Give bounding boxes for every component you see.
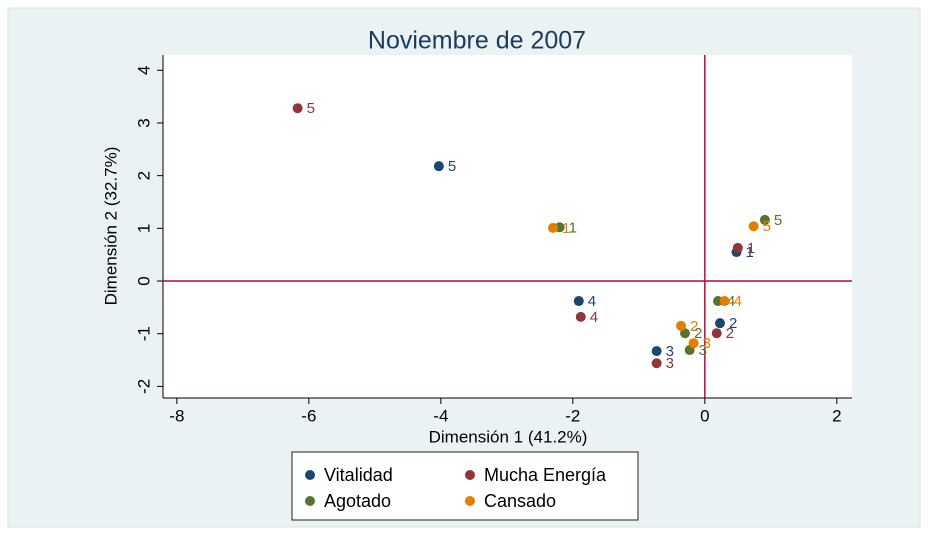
x-tick-label: -2 (565, 406, 580, 425)
point (548, 222, 559, 233)
point-label: 3 (703, 335, 711, 352)
legend-label: Vitalidad (324, 465, 393, 485)
point-label: 1 (747, 240, 755, 257)
point (651, 346, 662, 357)
point (715, 318, 726, 329)
y-tick-label: 2 (134, 171, 153, 180)
y-tick-label: -1 (134, 326, 153, 341)
point (711, 328, 722, 339)
point (759, 214, 770, 225)
point-label: 5 (307, 100, 315, 117)
point (748, 221, 759, 232)
point-label: 5 (763, 218, 771, 235)
point-label: 5 (448, 158, 456, 175)
point-label: 3 (666, 355, 674, 372)
point-label: 4 (734, 293, 742, 310)
point-label: 1 (562, 220, 570, 237)
y-tick-label: -2 (134, 379, 153, 394)
x-axis-title: Dimensión 1 (41.2%) (429, 427, 588, 446)
point-label: 2 (690, 318, 698, 335)
legend-marker (465, 496, 475, 506)
point-label: 3 (666, 343, 674, 360)
y-tick-label: 1 (134, 224, 153, 233)
point-label: 2 (694, 325, 702, 342)
point (651, 358, 662, 369)
y-axis-title: Dimensión 2 (32.7%) (101, 147, 120, 306)
point (292, 103, 303, 114)
legend-marker (305, 496, 315, 506)
x-tick-label: -6 (301, 406, 316, 425)
legend-marker (305, 470, 315, 480)
point (573, 296, 584, 307)
x-tick-label: 0 (700, 406, 709, 425)
point-label: 5 (774, 212, 782, 229)
x-tick-label: 2 (832, 406, 841, 425)
legend-label: Mucha Energía (484, 465, 607, 485)
legend-marker (465, 470, 475, 480)
point-label: 1 (746, 244, 754, 261)
point (433, 161, 444, 172)
point (719, 296, 730, 307)
point-label: 4 (590, 309, 598, 326)
point-label: 1 (569, 219, 577, 236)
point (680, 328, 691, 339)
legend (291, 451, 639, 521)
legend-label: Agotado (324, 491, 391, 511)
point-label: 4 (588, 293, 596, 310)
point (688, 338, 699, 349)
plot-area (163, 55, 852, 398)
point-label: 2 (726, 325, 734, 342)
y-tick-label: 3 (134, 118, 153, 127)
chart-title: Noviembre de 2007 (368, 27, 586, 55)
y-tick-label: 4 (134, 66, 153, 75)
point-label: 3 (699, 342, 707, 359)
point (676, 320, 687, 331)
point-label: 4 (727, 293, 735, 310)
point-label: 2 (729, 315, 737, 332)
x-tick-label: -8 (169, 406, 184, 425)
point (575, 311, 586, 322)
y-tick-label: 0 (134, 276, 153, 285)
x-tick-label: -4 (433, 406, 448, 425)
point (732, 242, 743, 253)
legend-label: Cansado (484, 491, 556, 511)
